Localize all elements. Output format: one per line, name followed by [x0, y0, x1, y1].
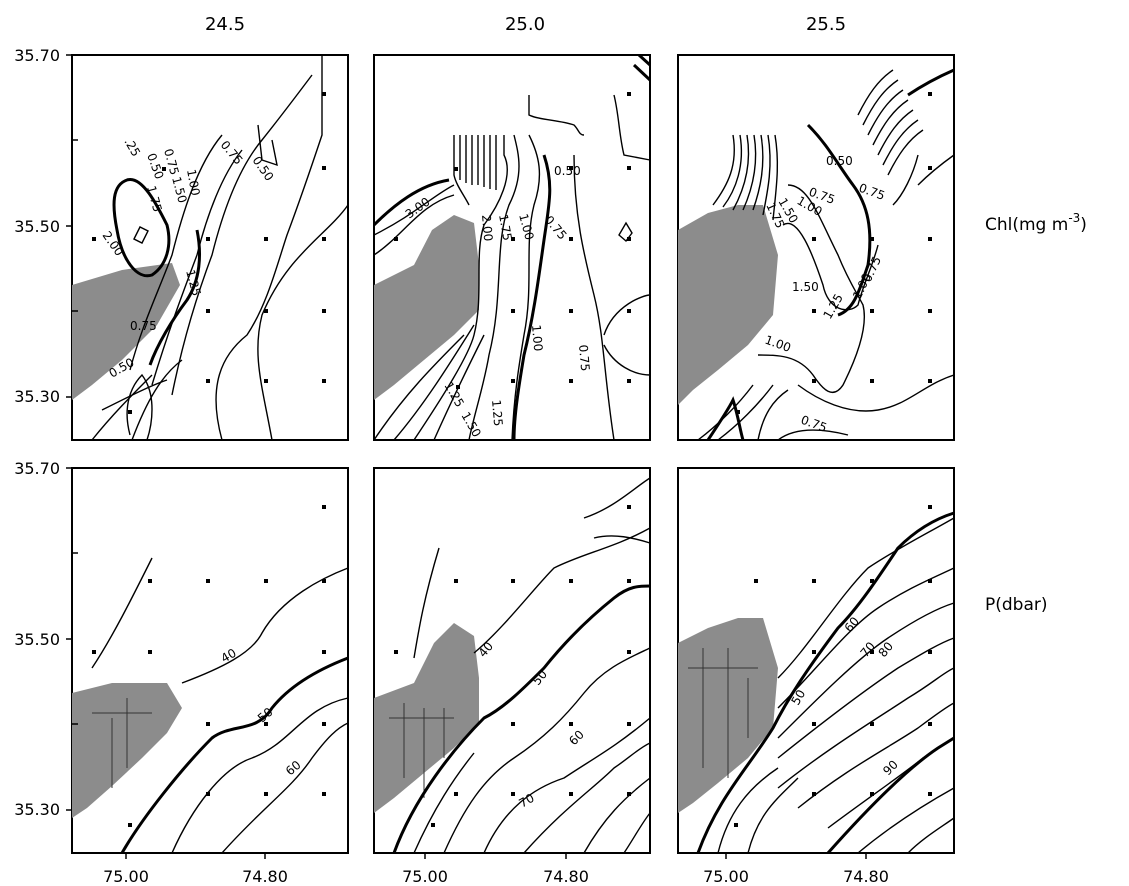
station-points — [394, 92, 631, 389]
y-tick-label-bottom-35-30: 35.30 — [14, 800, 60, 819]
svg-text:1.50: 1.50 — [169, 175, 189, 204]
svg-text:0.50: 0.50 — [826, 154, 853, 168]
x-tick-label-p2-74-80: 74.80 — [543, 867, 589, 886]
contour-1-00-bold — [806, 123, 872, 317]
station-points — [736, 92, 932, 414]
panel-frame — [373, 54, 651, 441]
svg-text:0.50: 0.50 — [554, 164, 581, 178]
svg-text:1.00: 1.00 — [529, 324, 545, 352]
contour-lines — [413, 477, 651, 854]
column-title-25-5: 25.5 — [806, 14, 846, 35]
station-points — [394, 505, 631, 827]
svg-text:1.00: 1.00 — [184, 168, 202, 197]
panel-chl-24-5: .25 0.50 0.75 1.00 0.75 0.50 1.50 1.75 2… — [71, 54, 349, 441]
x-axis-ticks — [125, 853, 867, 859]
row-label-chl: Chl(mg m-3) — [985, 211, 1087, 235]
panel-p-25-0: 40 50 60 70 — [373, 467, 651, 854]
x-tick-label-p3-75-00: 75.00 — [703, 867, 749, 886]
y-tick-label-bottom-35-70: 35.70 — [14, 459, 60, 478]
contour-edge-bold — [907, 68, 955, 97]
column-title-24-5: 24.5 — [205, 14, 245, 35]
y-axis-ticks — [66, 54, 78, 811]
svg-text:1.50: 1.50 — [792, 280, 819, 294]
contour-lines — [373, 94, 651, 441]
contour-90-bold — [826, 736, 955, 854]
svg-text:70: 70 — [517, 791, 537, 811]
x-tick-label-p3-74-80: 74.80 — [843, 867, 889, 886]
panel-chl-25-5: 0.50 0.75 0.75 1.00 1.50 1.75 1.50 1.25 … — [677, 54, 955, 441]
panel-p-25-5: 50 60 70 80 90 — [677, 467, 955, 854]
y-tick-label-top-35-30: 35.30 — [14, 387, 60, 406]
contour-lines — [697, 69, 955, 441]
land-hatch — [92, 698, 152, 788]
station-points — [92, 92, 326, 414]
contour-small-loop — [133, 226, 149, 244]
contour-edge-bold — [632, 53, 652, 82]
x-tick-label-p1-74-80: 74.80 — [242, 867, 288, 886]
contour-50-bold — [696, 511, 955, 854]
contour-lines — [91, 55, 349, 441]
svg-text:1.25: 1.25 — [183, 268, 203, 297]
contour-1-00 — [148, 229, 202, 366]
land-shading — [678, 205, 778, 405]
y-tick-label-bottom-35-50: 35.50 — [14, 630, 60, 649]
contour-3-00-bold — [372, 178, 450, 227]
contour-low-bold — [706, 396, 745, 441]
x-tick-label-p2-75-00: 75.00 — [402, 867, 448, 886]
station-points — [92, 505, 326, 827]
svg-text:0.75: 0.75 — [130, 319, 157, 333]
svg-text:1.75: 1.75 — [144, 184, 164, 213]
contour-50-bold — [392, 584, 651, 854]
svg-text:1.25: 1.25 — [489, 399, 505, 427]
panel-p-24-5: 40 50 60 — [71, 467, 349, 854]
panel-frame — [71, 54, 349, 441]
panel-chl-25-0: 0.50 0.75 1.00 1.75 2.00 3.00 1.25 1.00 … — [372, 53, 652, 441]
svg-text:1.75: 1.75 — [496, 213, 514, 242]
contour-2-00 — [112, 178, 171, 278]
row-label-pressure: P(dbar) — [985, 595, 1048, 615]
contour-1-00-bold — [512, 154, 552, 441]
svg-text:40: 40 — [219, 646, 239, 666]
svg-text:50: 50 — [788, 687, 808, 707]
column-title-25-0: 25.0 — [505, 14, 545, 35]
x-tick-label-p1-75-00: 75.00 — [103, 867, 149, 886]
contour-50-bold — [120, 656, 349, 854]
panel-frame — [373, 467, 651, 854]
land-shading — [72, 263, 180, 400]
svg-text:2.00: 2.00 — [479, 214, 495, 242]
land-hatch — [389, 703, 454, 798]
y-tick-label-top-35-50: 35.50 — [14, 217, 60, 236]
y-tick-label-top-35-70: 35.70 — [14, 46, 60, 65]
contour-small-loop — [618, 221, 633, 243]
svg-text:1.00: 1.00 — [516, 212, 536, 241]
svg-text:0.75: 0.75 — [576, 344, 592, 372]
panel-frame — [71, 467, 349, 854]
station-points — [734, 505, 932, 827]
land-hatch — [688, 648, 758, 778]
svg-text:0.75: 0.75 — [161, 147, 181, 176]
land-shading — [374, 215, 479, 400]
